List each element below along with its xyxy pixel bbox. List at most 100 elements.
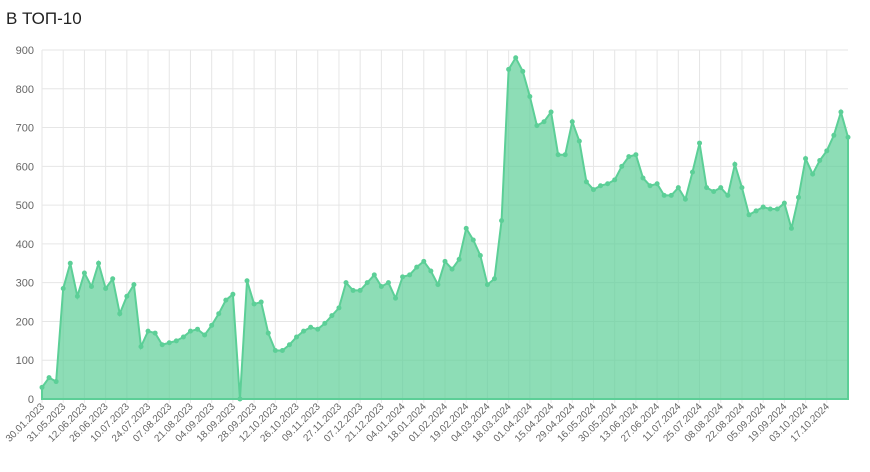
point (195, 326, 201, 332)
point (308, 324, 314, 330)
point (202, 332, 208, 338)
point (53, 379, 59, 385)
point (294, 334, 300, 340)
point (152, 330, 158, 336)
point (400, 274, 406, 280)
point (286, 342, 292, 348)
point (513, 55, 519, 61)
point (520, 68, 526, 74)
point (336, 305, 342, 311)
point (74, 293, 80, 299)
point (682, 196, 688, 202)
point (534, 123, 540, 129)
point (407, 272, 413, 278)
point (739, 185, 745, 191)
point (689, 169, 695, 175)
point (470, 237, 476, 243)
point (647, 183, 653, 189)
point (364, 280, 370, 286)
point (385, 280, 391, 286)
point (103, 285, 109, 291)
point (428, 268, 434, 274)
point (223, 297, 229, 303)
point (838, 109, 844, 115)
point (484, 282, 490, 288)
point (583, 179, 589, 185)
point (810, 171, 816, 177)
point (244, 278, 250, 284)
point (301, 328, 307, 334)
point (81, 270, 87, 276)
point (315, 326, 321, 332)
point (725, 192, 731, 198)
point (668, 192, 674, 198)
point (209, 322, 215, 328)
point (166, 340, 172, 346)
point (774, 206, 780, 212)
point (442, 258, 448, 264)
point (697, 140, 703, 146)
y-tick-label: 300 (16, 278, 34, 290)
point (569, 119, 575, 125)
point (661, 192, 667, 198)
y-tick-label: 500 (16, 200, 34, 212)
point (605, 181, 611, 187)
point (159, 342, 165, 348)
point (732, 161, 738, 167)
y-tick-label: 700 (16, 123, 34, 135)
point (824, 148, 830, 154)
point (272, 348, 278, 354)
point (491, 276, 497, 282)
point (435, 282, 441, 288)
point (237, 396, 243, 402)
point (46, 375, 52, 381)
point (576, 138, 582, 144)
point (803, 156, 809, 162)
point (548, 109, 554, 115)
point (279, 348, 285, 354)
point (477, 253, 483, 259)
point (131, 282, 137, 288)
y-tick-label: 0 (28, 394, 34, 406)
point (39, 384, 45, 390)
point (527, 94, 533, 100)
point (145, 328, 151, 334)
y-tick-label: 600 (16, 161, 34, 173)
point (322, 320, 328, 326)
point (506, 66, 512, 72)
point (393, 295, 399, 301)
point (541, 119, 547, 125)
point (258, 299, 264, 305)
point (796, 194, 802, 200)
point (265, 330, 271, 336)
area (41, 55, 849, 400)
point (67, 260, 73, 266)
point (626, 154, 632, 160)
point (463, 225, 469, 231)
point (350, 287, 356, 293)
point (788, 225, 794, 231)
point (329, 313, 335, 319)
point (654, 181, 660, 187)
point (343, 280, 349, 286)
y-tick-label: 900 (16, 45, 34, 57)
point (555, 152, 561, 158)
point (378, 284, 384, 290)
point (456, 256, 462, 262)
point (216, 311, 222, 317)
point (421, 258, 427, 264)
point (371, 272, 377, 278)
y-tick-label: 200 (16, 316, 34, 328)
point (746, 212, 752, 218)
point (612, 177, 618, 183)
point (124, 293, 130, 299)
point (598, 183, 604, 189)
y-tick-label: 400 (16, 239, 34, 251)
point (711, 189, 717, 195)
point (251, 301, 257, 307)
point (704, 185, 710, 191)
point (590, 187, 596, 193)
point (619, 163, 625, 169)
